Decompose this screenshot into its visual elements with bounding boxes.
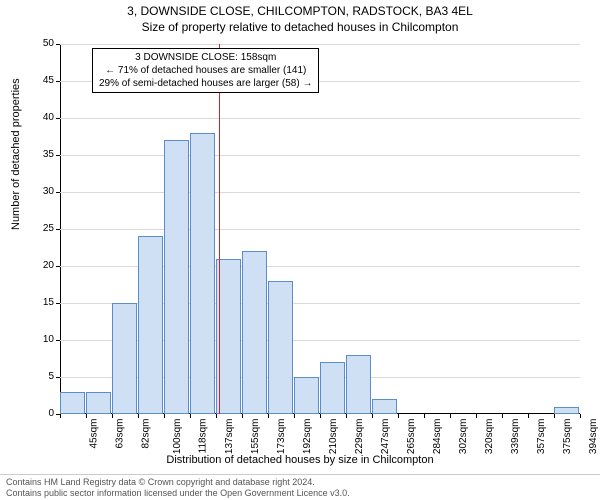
y-tick-label: 30 [30, 186, 54, 197]
plot-canvas: 0510152025303540455045sqm63sqm82sqm100sq… [60, 44, 580, 414]
histogram-bar [372, 399, 397, 414]
x-tick [190, 414, 191, 418]
histogram-bar [86, 392, 111, 414]
x-tick-label: 229sqm [354, 419, 365, 455]
y-tick-label: 25 [30, 223, 54, 234]
histogram-bar [242, 251, 267, 414]
x-tick-label: 265sqm [406, 419, 417, 455]
y-tick [56, 155, 60, 156]
y-tick [56, 266, 60, 267]
annotation-line-2: ← 71% of detached houses are smaller (14… [99, 64, 312, 77]
histogram-bar [294, 377, 319, 414]
y-tick-label: 45 [30, 75, 54, 86]
gridline [60, 44, 580, 45]
histogram-bar [346, 355, 371, 414]
x-tick [164, 414, 165, 418]
gridline [60, 192, 580, 193]
x-tick-label: 137sqm [224, 419, 235, 455]
x-tick [450, 414, 451, 418]
x-tick-label: 339sqm [510, 419, 521, 455]
gridline [60, 229, 580, 230]
y-axis-title: Number of detached properties [10, 78, 22, 230]
y-tick [56, 118, 60, 119]
footer-line-1: Contains HM Land Registry data © Crown c… [6, 477, 594, 488]
y-tick-label: 15 [30, 297, 54, 308]
reference-line [219, 44, 220, 414]
x-tick-label: 192sqm [302, 419, 313, 455]
x-tick-label: 247sqm [380, 419, 391, 455]
y-tick [56, 81, 60, 82]
x-tick [60, 414, 61, 418]
histogram-bar [138, 236, 163, 414]
histogram-bar [554, 407, 579, 414]
x-tick [112, 414, 113, 418]
x-tick-label: 375sqm [562, 419, 573, 455]
x-tick [346, 414, 347, 418]
y-tick-label: 50 [30, 38, 54, 49]
x-tick [476, 414, 477, 418]
gridline [60, 118, 580, 119]
y-tick [56, 229, 60, 230]
annotation-box: 3 DOWNSIDE CLOSE: 158sqm ← 71% of detach… [92, 48, 319, 93]
annotation-line-1: 3 DOWNSIDE CLOSE: 158sqm [99, 51, 312, 64]
y-tick-label: 40 [30, 112, 54, 123]
y-tick [56, 192, 60, 193]
x-tick [294, 414, 295, 418]
x-tick [86, 414, 87, 418]
x-tick-label: 100sqm [172, 419, 183, 455]
x-tick [554, 414, 555, 418]
chart-title-main: 3, DOWNSIDE CLOSE, CHILCOMPTON, RADSTOCK… [0, 0, 600, 18]
y-tick-label: 0 [30, 408, 54, 419]
x-tick [372, 414, 373, 418]
x-axis-title: Distribution of detached houses by size … [0, 454, 600, 466]
x-tick-label: 302sqm [458, 419, 469, 455]
x-tick-label: 155sqm [250, 419, 261, 455]
histogram-bar [190, 133, 215, 414]
x-tick-label: 284sqm [432, 419, 443, 455]
x-tick-label: 320sqm [484, 419, 495, 455]
x-tick [138, 414, 139, 418]
x-tick-label: 173sqm [276, 419, 287, 455]
chart-plot-area: 0510152025303540455045sqm63sqm82sqm100sq… [60, 44, 580, 414]
y-tick [56, 377, 60, 378]
x-tick [528, 414, 529, 418]
x-tick [216, 414, 217, 418]
chart-title-sub: Size of property relative to detached ho… [0, 18, 600, 36]
x-tick-label: 357sqm [536, 419, 547, 455]
x-tick [580, 414, 581, 418]
histogram-bar [268, 281, 293, 414]
x-tick-label: 394sqm [588, 419, 599, 455]
footer-attribution: Contains HM Land Registry data © Crown c… [0, 474, 600, 500]
x-tick-label: 82sqm [141, 419, 152, 449]
x-tick-label: 45sqm [89, 419, 100, 449]
histogram-bar [164, 140, 189, 414]
x-tick-label: 210sqm [328, 419, 339, 455]
histogram-bar [112, 303, 137, 414]
x-tick [502, 414, 503, 418]
x-tick [398, 414, 399, 418]
x-tick-label: 63sqm [115, 419, 126, 449]
y-tick [56, 340, 60, 341]
x-tick [242, 414, 243, 418]
footer-line-2: Contains public sector information licen… [6, 488, 594, 499]
y-tick-label: 35 [30, 149, 54, 160]
y-tick [56, 44, 60, 45]
histogram-bar [216, 259, 241, 414]
y-tick-label: 5 [30, 371, 54, 382]
histogram-bar [320, 362, 345, 414]
x-tick-label: 118sqm [197, 419, 208, 454]
histogram-bar [60, 392, 85, 414]
y-tick-label: 10 [30, 334, 54, 345]
x-tick [268, 414, 269, 418]
x-tick [424, 414, 425, 418]
y-tick [56, 303, 60, 304]
y-tick-label: 20 [30, 260, 54, 271]
annotation-line-3: 29% of semi-detached houses are larger (… [99, 77, 312, 90]
x-tick [320, 414, 321, 418]
gridline [60, 155, 580, 156]
